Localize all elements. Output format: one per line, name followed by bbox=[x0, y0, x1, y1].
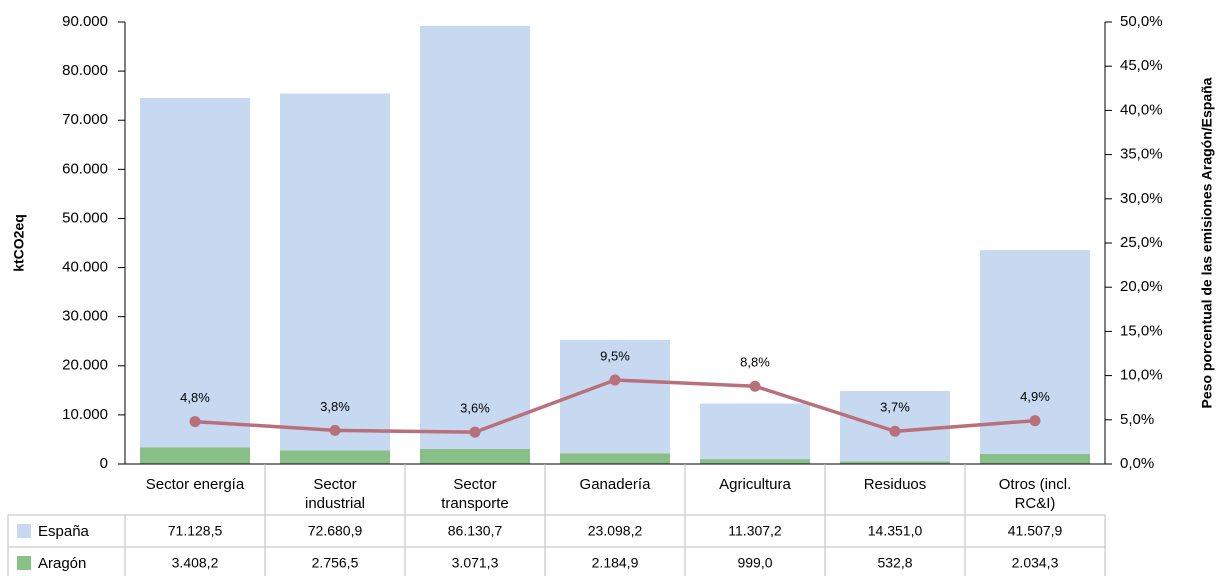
table-cell: 72.680,9 bbox=[308, 523, 363, 539]
bar bbox=[560, 339, 670, 454]
legend-label: España bbox=[38, 523, 90, 540]
x-tick-label: Sector transporte bbox=[441, 476, 509, 512]
line-label: 4,9% bbox=[1020, 389, 1050, 404]
bar bbox=[280, 450, 390, 464]
y-tick-label: 30.000 bbox=[62, 308, 108, 325]
bar bbox=[420, 25, 530, 449]
y2-tick-label: 5,0% bbox=[1120, 411, 1154, 428]
bar bbox=[140, 447, 250, 464]
y-tick-label: 0 bbox=[100, 455, 108, 472]
bar bbox=[140, 97, 250, 448]
y2-tick-label: 15,0% bbox=[1120, 322, 1163, 339]
line-point bbox=[329, 424, 341, 436]
line-point bbox=[189, 416, 201, 428]
legend-label: Aragón bbox=[38, 555, 86, 572]
y-tick-label: 10.000 bbox=[62, 406, 108, 423]
table-cell: 532,8 bbox=[877, 555, 912, 571]
bar bbox=[840, 461, 950, 464]
line-point bbox=[889, 425, 901, 437]
line-label: 3,6% bbox=[460, 401, 490, 416]
line-label: 4,8% bbox=[180, 390, 210, 405]
line-label: 8,8% bbox=[740, 355, 770, 370]
bar bbox=[560, 453, 670, 464]
y-tick-label: 90.000 bbox=[62, 13, 108, 30]
table-cell: 2.034,3 bbox=[1012, 555, 1059, 571]
y-tick-label: 50.000 bbox=[62, 209, 108, 226]
y-tick-label: 70.000 bbox=[62, 111, 108, 128]
line-point bbox=[609, 374, 621, 386]
x-tick-label: Residuos bbox=[863, 476, 927, 493]
y2-tick-label: 20,0% bbox=[1120, 278, 1163, 295]
legend-swatch bbox=[17, 556, 31, 570]
table-cell: 14.351,0 bbox=[868, 523, 923, 539]
table-cell: 2.756,5 bbox=[312, 555, 359, 571]
table-cell: 86.130,7 bbox=[448, 523, 503, 539]
line-label: 9,5% bbox=[600, 348, 630, 363]
x-tick-label: Ganadería bbox=[579, 476, 651, 493]
table-cell: 999,0 bbox=[737, 555, 772, 571]
y-tick-label: 80.000 bbox=[62, 62, 108, 79]
y2-tick-label: 45,0% bbox=[1120, 57, 1163, 74]
line-label: 3,7% bbox=[880, 400, 910, 415]
table-cell: 3.408,2 bbox=[172, 555, 219, 571]
line-point bbox=[749, 380, 761, 392]
x-tick-label: Sector industrial bbox=[304, 476, 366, 512]
bar bbox=[420, 448, 530, 464]
line-point bbox=[469, 426, 481, 438]
bar bbox=[700, 459, 810, 464]
table-cell: 41.507,9 bbox=[1008, 523, 1063, 539]
table-cell: 71.128,5 bbox=[168, 523, 223, 539]
x-tick-label: Agricultura bbox=[719, 476, 791, 493]
y-tick-label: 20.000 bbox=[62, 357, 108, 374]
y2-tick-label: 10,0% bbox=[1120, 367, 1163, 384]
table-cell: 11.307,2 bbox=[728, 523, 782, 539]
table-cell: 2.184,9 bbox=[592, 555, 639, 571]
x-tick-label: Sector energía bbox=[145, 476, 245, 493]
bar bbox=[280, 93, 390, 451]
bar bbox=[980, 454, 1090, 464]
y2-tick-label: 40,0% bbox=[1120, 101, 1163, 118]
y2-tick-label: 50,0% bbox=[1120, 13, 1163, 30]
line-point bbox=[1029, 415, 1041, 427]
y2-tick-label: 30,0% bbox=[1120, 190, 1163, 207]
x-tick-label: Otros (incl. RC&I) bbox=[998, 476, 1072, 512]
y-tick-label: 40.000 bbox=[62, 259, 108, 276]
y-axis-label: ktCO2eq bbox=[11, 214, 27, 272]
legend-swatch bbox=[17, 524, 31, 538]
table-cell: 3.071,3 bbox=[452, 555, 499, 571]
y2-tick-label: 35,0% bbox=[1120, 146, 1163, 163]
y2-tick-label: 25,0% bbox=[1120, 234, 1163, 251]
line-label: 3,8% bbox=[320, 399, 350, 414]
y2-tick-label: 0,0% bbox=[1120, 455, 1154, 472]
bar bbox=[700, 403, 810, 460]
table-cell: 23.098,2 bbox=[588, 523, 643, 539]
y2-axis-label: Peso porcentual de las emisiones Aragón/… bbox=[1199, 77, 1215, 408]
y-tick-label: 60.000 bbox=[62, 160, 108, 177]
